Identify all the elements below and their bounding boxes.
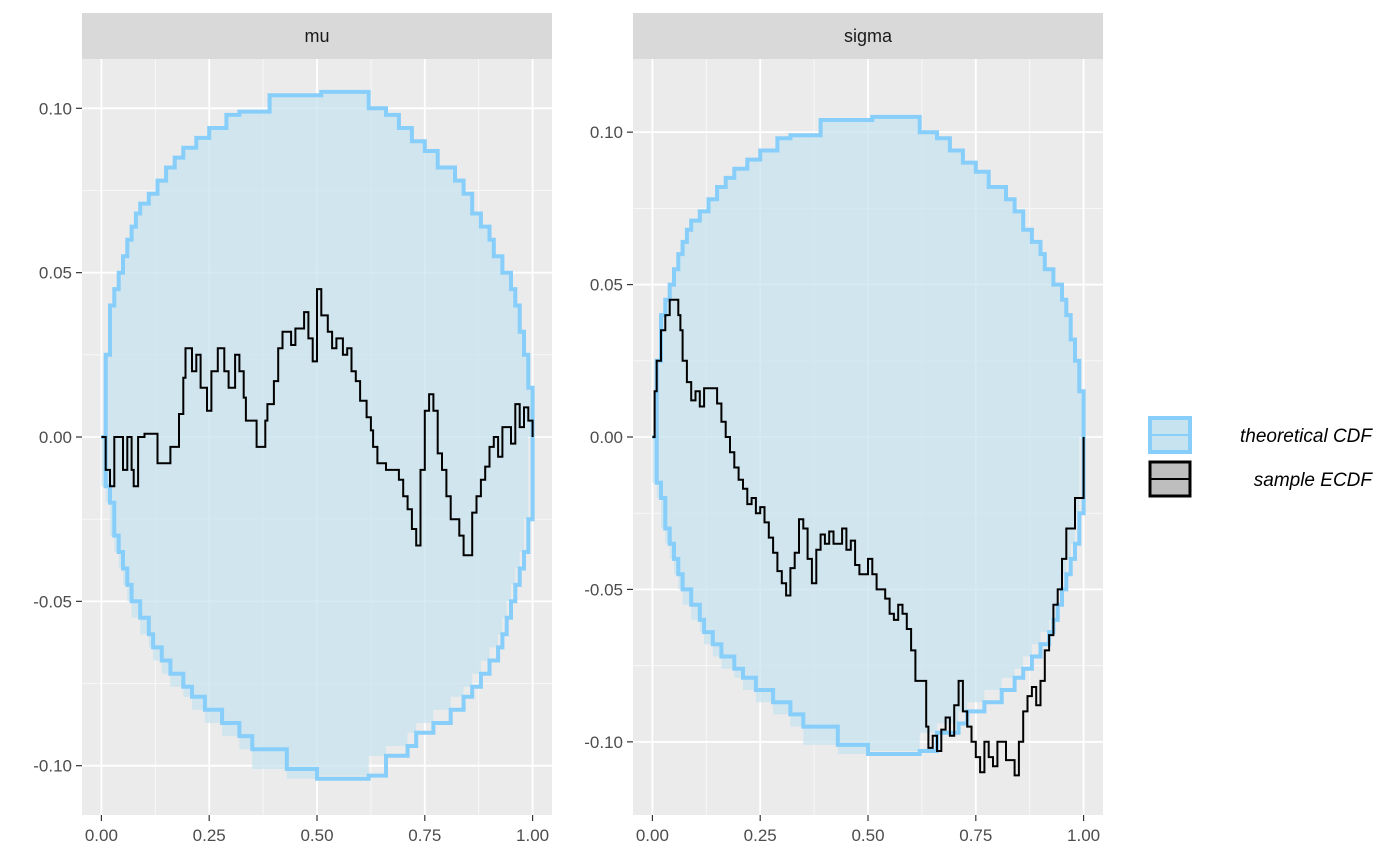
y-tick-label: -0.05 xyxy=(33,592,72,611)
x-tick-label: 0.00 xyxy=(85,826,118,845)
strip-label: sigma xyxy=(844,26,893,46)
panel-sigma: sigma 0.00 0.25 0.50 0.75 1.00 0.10 0.05 0.00 -0.… xyxy=(584,13,1103,845)
x-tick-label: 0.25 xyxy=(193,826,226,845)
theoretical-cdf-upper xyxy=(652,114,1086,439)
theoretical-cdf-band xyxy=(101,91,533,779)
strip-background xyxy=(633,13,1103,59)
x-tick-label: 0.25 xyxy=(744,826,777,845)
x-tick-label: 0.50 xyxy=(300,826,333,845)
theoretical-cdf-lower xyxy=(652,435,1086,756)
y-tick-label: 0.05 xyxy=(590,276,623,295)
y-tick-label: 0.00 xyxy=(39,428,72,447)
theoretical-cdf-band xyxy=(652,116,1084,754)
legend: theoretical CDF sample ECDF xyxy=(1148,416,1374,498)
x-tick-label: 0.00 xyxy=(636,826,669,845)
y-tick-label: -0.10 xyxy=(584,733,623,752)
theoretical-cdf-lower xyxy=(101,435,535,781)
x-tick-label: 0.75 xyxy=(959,826,992,845)
y-tick-label: 0.10 xyxy=(39,99,72,118)
sample-ecdf-line xyxy=(101,288,534,557)
legend-label-sample-ecdf: sample ECDF xyxy=(1254,470,1374,491)
y-tick-label: -0.05 xyxy=(584,580,623,599)
x-tick-label: 1.00 xyxy=(516,826,549,845)
legend-label-theoretical-cdf: theoretical CDF xyxy=(1240,426,1373,447)
strip-background xyxy=(82,13,552,59)
y-tick-label: 0.00 xyxy=(590,428,623,447)
sample-ecdf-line xyxy=(652,298,1085,777)
panel-mu: mu 0.00 0.25 0.50 0.75 1.00 0.10 0.05 0.00 -0.05 -… xyxy=(33,13,552,845)
strip-label: mu xyxy=(304,26,329,46)
y-tick-label: 0.05 xyxy=(39,264,72,283)
x-tick-label: 1.00 xyxy=(1067,826,1100,845)
x-tick-label: 0.50 xyxy=(851,826,884,845)
x-tick-label: 0.75 xyxy=(408,826,441,845)
y-tick-label: 0.10 xyxy=(590,123,623,142)
theoretical-cdf-upper xyxy=(101,89,535,439)
y-tick-label: -0.10 xyxy=(33,757,72,776)
